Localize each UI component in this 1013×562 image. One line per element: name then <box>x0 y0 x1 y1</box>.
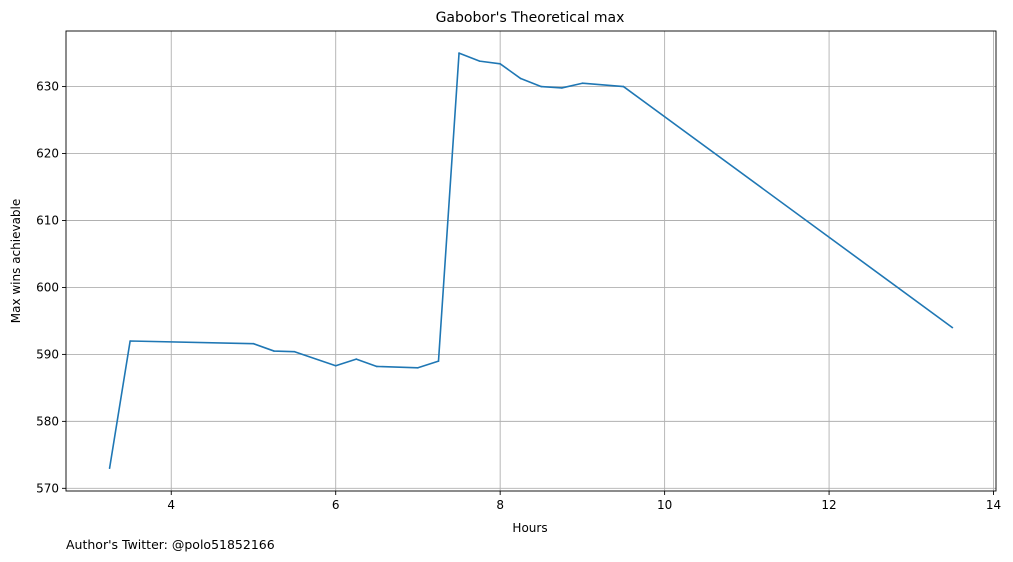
y-axis-ticks: 570 580 590 600 610 620 630 <box>36 80 66 495</box>
x-tick-label: 8 <box>496 498 504 512</box>
y-axis-title: Max wins achievable <box>9 199 23 324</box>
data-point <box>540 85 543 88</box>
data-point <box>478 60 481 62</box>
x-axis-title: Hours <box>512 521 547 535</box>
data-point <box>355 358 358 360</box>
data-point <box>334 364 337 367</box>
chart-title: Gabobor's Theoretical max <box>436 10 625 26</box>
y-tick-label: 570 <box>36 481 59 495</box>
data-point <box>417 367 419 369</box>
series-layer <box>108 52 954 470</box>
x-tick-label: 14 <box>986 498 1001 512</box>
data-point <box>376 365 378 368</box>
data-point <box>293 350 296 353</box>
x-tick-label: 12 <box>821 498 836 512</box>
data-point <box>252 342 255 345</box>
x-axis-ticks: 4 6 8 10 12 14 <box>167 491 1001 512</box>
data-point <box>108 467 111 470</box>
y-tick-label: 580 <box>36 414 59 428</box>
y-tick-label: 630 <box>36 80 59 94</box>
x-tick-label: 6 <box>332 498 340 512</box>
data-point <box>951 326 954 329</box>
y-tick-label: 620 <box>36 147 59 161</box>
x-tick-label: 10 <box>657 498 672 512</box>
data-point <box>519 77 522 80</box>
author-credit: Author's Twitter: @polo51852166 <box>66 537 275 552</box>
series-line <box>108 52 953 469</box>
y-tick-label: 600 <box>36 280 59 294</box>
plot-border <box>65 30 997 492</box>
y-tick-label: 610 <box>36 213 59 227</box>
data-point <box>273 350 275 352</box>
data-point <box>437 360 440 362</box>
data-point <box>581 82 584 85</box>
x-tick-label: 4 <box>167 498 175 512</box>
data-point <box>499 63 501 65</box>
data-point <box>129 340 131 342</box>
data-point <box>458 52 460 54</box>
data-point <box>561 87 563 89</box>
grid-lines <box>66 31 996 491</box>
plot-frame <box>65 30 997 492</box>
y-tick-label: 590 <box>36 347 59 361</box>
data-point <box>622 85 625 88</box>
